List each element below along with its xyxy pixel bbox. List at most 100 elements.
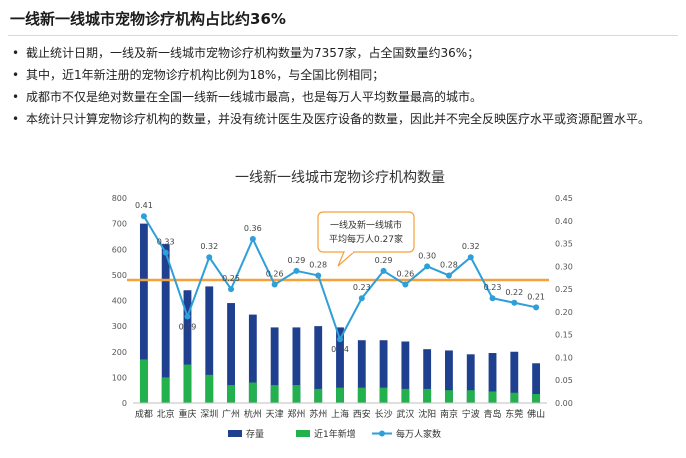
bar-new [336,387,344,403]
category-label: 佛山 [527,408,545,420]
y-left-tick-label: 200 [112,348,127,357]
line-series [140,213,540,343]
summary-bullets: 截止统计日期，一线及新一线城市宠物诊疗机构数量为7357家，占全国数量约36%；… [10,44,675,132]
y-right-tick-label: 0.10 [555,353,573,362]
data-label: 0.23 [353,283,371,292]
data-label: 0.33 [157,238,175,247]
line-point [489,295,496,302]
line-point [162,249,169,256]
category-label: 深圳 [200,409,218,420]
category-label: 武汉 [396,408,414,420]
y-left-tick-label: 700 [112,220,127,229]
line-point [184,313,191,320]
y-left-tick-label: 300 [112,322,127,331]
y-left-tick-label: 0 [122,399,127,408]
bar-new [248,382,257,403]
bar-series [133,223,547,404]
legend-label: 每万人家数 [396,428,441,440]
data-label: 0.29 [375,256,393,265]
category-label: 青岛 [484,408,502,420]
bar-new [270,385,279,403]
y-right-tick-label: 0.20 [555,308,573,317]
bar-new [227,385,235,403]
data-label: 0.32 [200,242,218,251]
chart-title: 一线新一线城市宠物诊疗机构数量 [235,169,445,186]
annotation-box [317,211,415,253]
data-label: 0.26 [266,270,284,279]
y-right-tick-label: 0.40 [555,217,573,226]
data-label: 0.26 [396,270,414,279]
legend-swatch [228,430,242,437]
page-title: 一线新一线城市宠物诊疗机构占比约36% [10,10,286,28]
bar-new [532,394,541,403]
line-point [206,254,213,261]
bar-stock [401,341,410,403]
line-point [445,272,452,279]
category-label: 郑州 [287,408,305,420]
data-label: 0.32 [462,242,480,251]
bar-new [183,364,192,403]
category-label: 天津 [266,409,284,420]
category-label: 宁波 [462,408,480,420]
bar-new [139,359,148,403]
data-label: 0.23 [484,283,502,292]
bar-stock [248,314,257,403]
line-point [467,254,474,261]
line-point [315,272,322,279]
y-left-tick-label: 600 [112,245,127,254]
bar-stock [379,340,388,403]
bullet-item: 截止统计日期，一线及新一线城市宠物诊疗机构数量为7357家，占全国数量约36%； [10,44,675,63]
category-label: 西安 [353,408,371,420]
y-right-tick-label: 0.30 [555,262,573,271]
title-bar: 一线新一线城市宠物诊疗机构占比约36% [0,0,686,34]
pet-clinic-chart: 一线新一线城市宠物诊疗机构数量 0 100 200 300 400 500 600 700 80… [112,169,573,440]
legend-swatch [296,430,310,437]
data-label: 0.22 [505,288,523,297]
bar-stock [139,223,148,403]
bar-stock [292,327,301,403]
data-labels: 0.410.330.190.320.250.360.260.290.280.14… [135,201,545,354]
data-label: 0.30 [418,251,436,260]
bar-new [466,390,475,403]
bar-stock [183,290,192,403]
bar-new [161,377,170,403]
data-label: 0.29 [288,256,306,265]
y-left-tick-label: 400 [112,297,127,306]
bar-stock [161,244,170,403]
x-axis-categories: 成都 北京 重庆 深圳 广州 杭州 天津 郑州 苏州 上海 西安 长沙 武汉 沈阳 南京 宁波 青岛 东莞 佛山 [135,408,545,420]
bar-stock [336,327,344,403]
bar-stock [466,354,475,403]
bar-stock [227,303,235,403]
category-label: 东莞 [505,408,523,420]
category-label: 北京 [157,408,175,420]
line-point [380,267,387,274]
y-axis-left: 0 100 200 300 400 500 600 700 800 [112,194,127,408]
line-point [424,263,431,270]
bar-stock [488,353,497,403]
legend-swatch-marker [379,430,385,437]
line-point [249,236,256,242]
y-axis-right: 0.00 0.05 0.10 0.15 0.20 0.25 0.30 0.35 0.40 0.45 [555,194,573,408]
y-right-tick-label: 0.00 [555,399,573,408]
line-point [533,304,540,311]
annotation-pointer [337,251,355,267]
bar-stock [314,326,323,403]
data-label: 0.41 [135,201,153,210]
y-right-tick-label: 0.15 [555,331,573,340]
annotation-text: 平均每万人0.27家 [329,233,403,245]
bar-new [445,390,453,403]
data-label: 0.21 [527,292,545,301]
category-label: 苏州 [309,408,327,420]
data-label: 0.25 [222,274,240,283]
category-label: 沈阳 [418,408,436,420]
line-point [140,213,147,220]
bullet-item: 其中，近1年新注册的宠物诊疗机构比例为18%，与全国比例相同； [10,66,675,85]
bullet-item: 成都市不仅是绝对数量在全国一线新一线城市最高，也是每万人平均数量最高的城市。 [10,88,675,107]
bar-new [423,388,432,403]
category-label: 上海 [331,408,349,420]
data-label: 0.19 [179,322,197,331]
bar-new [357,387,366,403]
category-label: 杭州 [244,408,262,420]
bar-new [314,388,323,403]
